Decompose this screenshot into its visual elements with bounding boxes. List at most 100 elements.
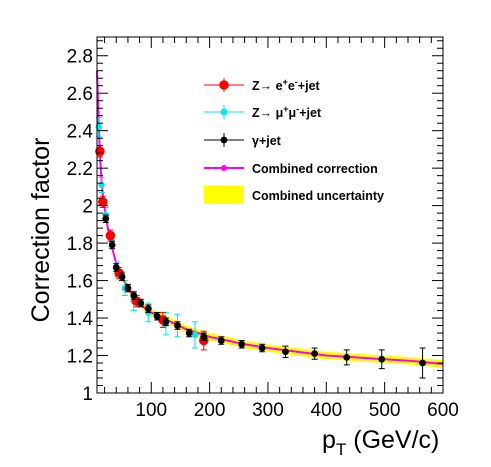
gjet-point-2: [112, 263, 120, 272]
legend-label-part: +jet: [259, 134, 282, 148]
gjet-point-12: [200, 332, 208, 342]
gjet-marker: [174, 322, 181, 329]
legend-item-band: Combined uncertainty: [204, 186, 384, 204]
y-tick-label: 2: [82, 197, 93, 218]
legend-label-part: Z: [252, 79, 260, 93]
gjet-marker: [130, 292, 138, 299]
gjet-marker: [200, 333, 208, 341]
gjet-marker: [162, 318, 170, 326]
gjet-marker: [185, 329, 193, 337]
x-tick-label: 300: [252, 400, 284, 421]
gjet-marker: [112, 264, 120, 271]
gjet-point-4: [124, 283, 132, 293]
gjet-point-11: [185, 328, 193, 338]
legend-label-part: Combined uncertainty: [252, 189, 384, 203]
legend-label: Z→ μ+μ-+jet: [252, 104, 322, 120]
y-axis-title: Correction factor: [27, 138, 55, 323]
legend-label-part: Combined correction: [252, 162, 378, 176]
gjet-point-15: [258, 343, 266, 353]
legend-label: Combined uncertainty: [252, 189, 384, 203]
gjet-marker: [217, 337, 225, 344]
y-tick-label: 1.2: [67, 347, 93, 368]
legend-item-gjet: γ+jet: [204, 133, 282, 148]
gjet-marker: [282, 348, 289, 356]
y-tick-label: 2.4: [67, 122, 94, 143]
legend-marker-swatch: [220, 136, 228, 144]
gjet-point-3: [118, 272, 126, 282]
gjet-point-7: [144, 304, 152, 313]
legend-label-part: +jet: [298, 79, 321, 93]
gjet-point-13: [217, 336, 225, 345]
legend-label-part: →: [260, 106, 273, 120]
x-axis-title-unit: (GeV/c): [346, 426, 439, 454]
x-tick-label: 600: [427, 400, 459, 421]
x-axis-title-main: p: [322, 426, 336, 454]
legend-label: γ+jet: [252, 134, 282, 148]
legend-label-part: →: [260, 79, 273, 93]
gjet-marker: [378, 355, 386, 363]
zee-marker: [95, 146, 105, 157]
legend-label-part: +jet: [299, 106, 322, 120]
legend-band-swatch: [204, 186, 244, 204]
legend-label-part: γ: [252, 134, 259, 148]
legend-label-part: +: [283, 77, 288, 87]
legend-label-part: μ: [272, 106, 283, 120]
axes-layer: 100 200 300 400 500 600 1 1.2 1.4 1.6 1.8 2 2.2 2.4 2.…: [67, 37, 459, 421]
gjet-marker: [108, 241, 116, 249]
zmm-marker: [191, 331, 199, 339]
data-points-layer: [95, 117, 426, 379]
x-tick-label: 400: [310, 400, 342, 421]
y-tick-label: 2.8: [67, 47, 93, 68]
legend-marker-swatch: [220, 108, 228, 116]
gjet-point-0: [102, 214, 110, 223]
gjet-marker: [258, 344, 266, 352]
gjet-point-17: [311, 347, 319, 360]
gjet-marker: [311, 350, 319, 358]
zee-point-2: [105, 229, 116, 242]
gjet-point-1: [108, 240, 116, 250]
y-tick-label: 1.4: [67, 309, 94, 330]
gjet-marker: [144, 305, 152, 313]
x-tick-label: 200: [194, 400, 226, 421]
gjet-marker: [343, 354, 351, 361]
legend-label-part: Z: [252, 106, 260, 120]
legend-marker-swatch: [219, 80, 229, 90]
y-tick-label: 1: [82, 384, 93, 405]
y-tick-label: 2.2: [67, 159, 93, 180]
gjet-marker: [118, 273, 126, 281]
y-tick-label: 1.6: [67, 272, 93, 293]
gjet-marker: [124, 284, 132, 292]
legend-label-part: -: [295, 77, 298, 87]
gjet-point-16: [282, 345, 289, 358]
gjet-point-20: [419, 347, 426, 379]
gjet-marker: [137, 299, 145, 307]
legend-label-part: e: [272, 79, 282, 93]
gjet-point-6: [137, 298, 145, 308]
legend-item-zee: Z→ e+e-+jet: [204, 77, 321, 93]
gjet-point-8: [153, 311, 161, 321]
gjet-point-5: [130, 291, 138, 300]
x-axis-title-subscript: T: [336, 440, 346, 459]
gjet-marker: [238, 340, 246, 348]
gjet-marker: [419, 359, 426, 367]
gjet-point-19: [378, 349, 386, 370]
legend-label-part: +: [283, 104, 288, 114]
zmm-point-10: [191, 321, 199, 349]
gjet-point-14: [238, 340, 246, 349]
zee-marker: [105, 230, 116, 241]
legend-label-part: e: [288, 79, 295, 93]
legend-item-comb: Combined correction: [204, 162, 378, 176]
legend-label: Combined correction: [252, 162, 378, 176]
gjet-point-10: [174, 321, 181, 330]
legend-label: Z→ e+e-+jet: [252, 77, 321, 93]
gjet-marker: [153, 312, 161, 320]
x-tick-label: 100: [135, 400, 167, 421]
y-tick-label: 1.8: [67, 234, 93, 255]
gjet-marker: [102, 215, 110, 223]
plot-frame: [96, 36, 444, 394]
legend-label-part: μ: [289, 106, 297, 120]
zee-marker: [98, 197, 108, 207]
legend-item-zmm: Z→ μ+μ-+jet: [204, 104, 322, 120]
